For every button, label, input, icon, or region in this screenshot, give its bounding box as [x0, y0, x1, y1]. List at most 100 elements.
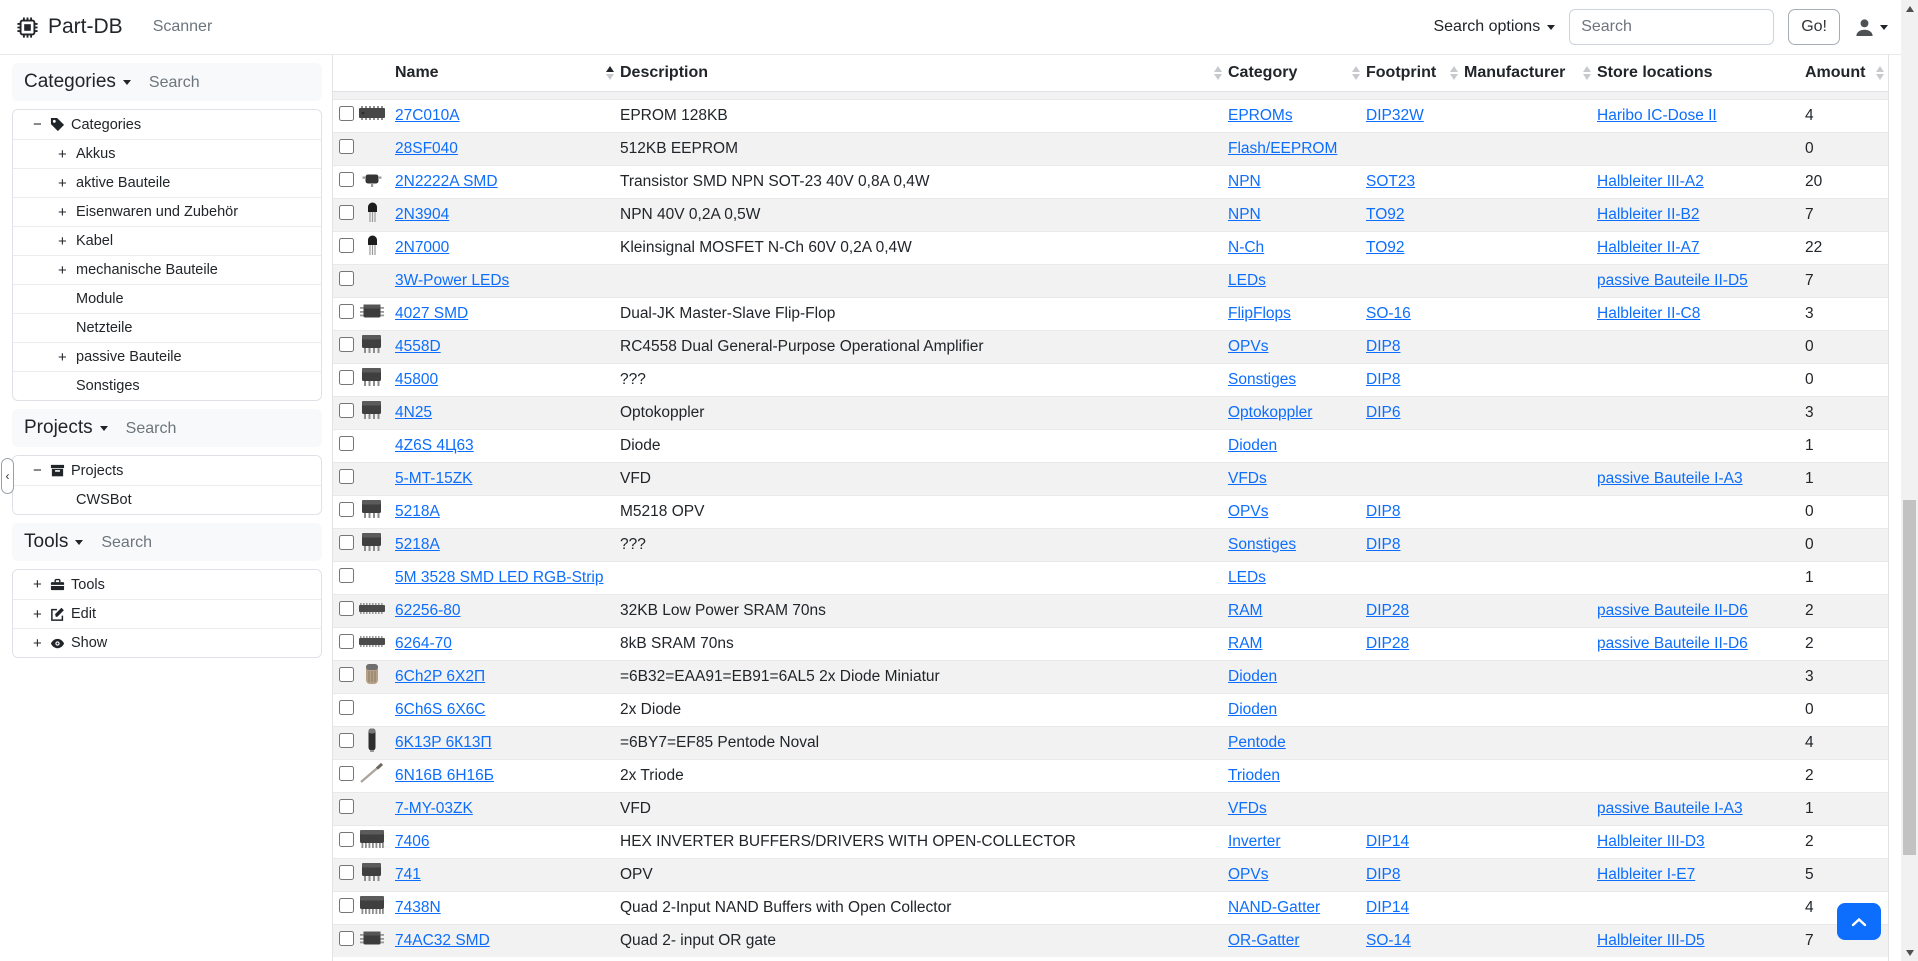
sidebar-item-passive-bauteile[interactable]: + passive Bauteile [13, 342, 321, 371]
back-to-top-button[interactable] [1837, 903, 1881, 940]
part-thumbnail[interactable] [357, 199, 387, 225]
part-thumbnail[interactable] [357, 760, 387, 786]
footprint-link[interactable]: DIP8 [1366, 370, 1401, 388]
footprint-link[interactable]: DIP14 [1366, 832, 1410, 850]
part-thumbnail[interactable] [357, 100, 387, 126]
sidebar-item-cwsbot[interactable]: CWSBot [13, 485, 321, 514]
column-header-store-locations[interactable]: Store locations [1597, 55, 1805, 92]
row-checkbox[interactable] [339, 930, 354, 946]
row-checkbox[interactable] [339, 336, 354, 352]
row-checkbox[interactable] [339, 798, 354, 814]
part-thumbnail[interactable] [357, 628, 387, 654]
part-thumbnail[interactable] [357, 727, 387, 753]
part-name-link[interactable]: 7-MY-03ZK [395, 799, 473, 817]
part-name-link[interactable]: 5M 3528 SMD LED RGB-Strip [395, 568, 604, 586]
scrollbar-up-arrow[interactable] [1901, 0, 1918, 17]
store-location-link[interactable]: Halbleiter I-E7 [1597, 865, 1696, 883]
nav-link-scanner[interactable]: Scanner [152, 18, 213, 35]
scrollbar-down-arrow[interactable] [1901, 944, 1918, 961]
footprint-link[interactable]: DIP28 [1366, 634, 1410, 652]
part-name-link[interactable]: 6K13P 6К13П [395, 733, 492, 751]
store-location-link[interactable]: Halbleiter III-A2 [1597, 172, 1704, 190]
category-link[interactable]: OPVs [1228, 502, 1269, 520]
sidebar-item-categories[interactable]: − Categories [13, 110, 321, 139]
row-checkbox[interactable] [339, 435, 354, 451]
sidebar-item-akkus[interactable]: + Akkus [13, 139, 321, 168]
sidebar-item-netzteile[interactable]: Netzteile [13, 313, 321, 342]
category-link[interactable]: Dioden [1228, 667, 1278, 685]
category-link[interactable]: FlipFlops [1228, 304, 1291, 322]
footprint-link[interactable]: TO92 [1366, 238, 1405, 256]
part-thumbnail[interactable] [357, 331, 387, 357]
footprint-link[interactable]: DIP14 [1366, 898, 1410, 916]
category-link[interactable]: Pentode [1228, 733, 1286, 751]
sidebar-panel-title-projects[interactable]: Projects [24, 417, 108, 439]
part-thumbnail[interactable] [357, 232, 387, 258]
store-location-link[interactable]: Halbleiter III-D3 [1597, 832, 1705, 850]
part-name-link[interactable]: 6N16B 6Н16Б [395, 766, 494, 784]
expand-icon[interactable]: + [58, 145, 67, 163]
user-menu[interactable] [1854, 17, 1888, 38]
search-options-dropdown[interactable]: Search options [1433, 18, 1556, 36]
category-link[interactable]: NAND-Gatter [1228, 898, 1321, 916]
row-checkbox[interactable] [339, 864, 354, 880]
category-link[interactable]: N-Ch [1228, 238, 1265, 256]
row-checkbox[interactable] [339, 138, 354, 154]
store-location-link[interactable]: Halbleiter II-B2 [1597, 205, 1700, 223]
footprint-link[interactable]: SO-16 [1366, 304, 1411, 322]
category-link[interactable]: OR-Gatter [1228, 931, 1300, 949]
footprint-link[interactable]: DIP32W [1366, 106, 1424, 124]
part-name-link[interactable]: 2N2222A SMD [395, 172, 498, 190]
sidebar-item-show[interactable]: + Show [13, 628, 321, 657]
category-link[interactable]: NPN [1228, 172, 1261, 190]
expand-icon[interactable]: + [58, 348, 67, 366]
row-checkbox[interactable] [339, 105, 354, 121]
column-header-footprint[interactable]: Footprint [1366, 55, 1464, 92]
part-name-link[interactable]: 5218A [395, 502, 440, 520]
footprint-link[interactable]: DIP8 [1366, 502, 1401, 520]
sidebar-collapse-handle[interactable]: ‹ [1, 458, 14, 494]
row-checkbox[interactable] [339, 831, 354, 847]
store-location-link[interactable]: Halbleiter III-D5 [1597, 931, 1705, 949]
part-thumbnail[interactable] [357, 859, 387, 885]
sidebar-item-kabel[interactable]: + Kabel [13, 226, 321, 255]
part-thumbnail[interactable] [357, 397, 387, 423]
row-checkbox[interactable] [339, 567, 354, 583]
expand-icon[interactable]: + [58, 203, 67, 221]
sidebar-search-input-tools[interactable] [101, 534, 242, 552]
footprint-link[interactable]: SOT23 [1366, 172, 1416, 190]
row-checkbox[interactable] [339, 237, 354, 253]
part-name-link[interactable]: 2N7000 [395, 238, 450, 256]
part-name-link[interactable]: 62256-80 [395, 601, 461, 619]
part-name-link[interactable]: 3W-Power LEDs [395, 271, 510, 289]
part-name-link[interactable]: 6Ch2P 6Х2П [395, 667, 486, 685]
footprint-link[interactable]: DIP8 [1366, 865, 1401, 883]
expand-icon[interactable]: + [58, 232, 67, 250]
footprint-link[interactable]: DIP6 [1366, 403, 1401, 421]
category-link[interactable]: Optokoppler [1228, 403, 1313, 421]
part-name-link[interactable]: 27C010A [395, 106, 460, 124]
store-location-link[interactable]: Halbleiter II-A7 [1597, 238, 1700, 256]
row-checkbox[interactable] [339, 666, 354, 682]
category-link[interactable]: Trioden [1228, 766, 1280, 784]
footprint-link[interactable]: DIP8 [1366, 337, 1401, 355]
part-thumbnail[interactable] [357, 892, 387, 918]
part-thumbnail[interactable] [357, 166, 387, 192]
sidebar-item-tools[interactable]: + Tools [13, 570, 321, 599]
scrollbar-thumb[interactable] [1903, 500, 1916, 855]
sidebar-item-projects[interactable]: − Projects [13, 456, 321, 485]
part-name-link[interactable]: 5-MT-15ZK [395, 469, 473, 487]
part-name-link[interactable]: 4558D [395, 337, 441, 355]
column-header-name[interactable]: Name [395, 55, 620, 92]
expand-icon[interactable]: + [58, 174, 67, 192]
column-header-category[interactable]: Category [1228, 55, 1366, 92]
footprint-link[interactable]: SO-14 [1366, 931, 1411, 949]
expand-icon[interactable]: + [58, 261, 67, 279]
footprint-link[interactable]: TO92 [1366, 205, 1405, 223]
category-link[interactable]: Sonstiges [1228, 535, 1297, 553]
sidebar-search-input-categories[interactable] [148, 74, 289, 92]
part-name-link[interactable]: 6Ch6S 6X6C [395, 700, 486, 718]
part-name-link[interactable]: 28SF040 [395, 139, 458, 157]
category-link[interactable]: NPN [1228, 205, 1261, 223]
sidebar-item-mechanische-bauteile[interactable]: + mechanische Bauteile [13, 255, 321, 284]
